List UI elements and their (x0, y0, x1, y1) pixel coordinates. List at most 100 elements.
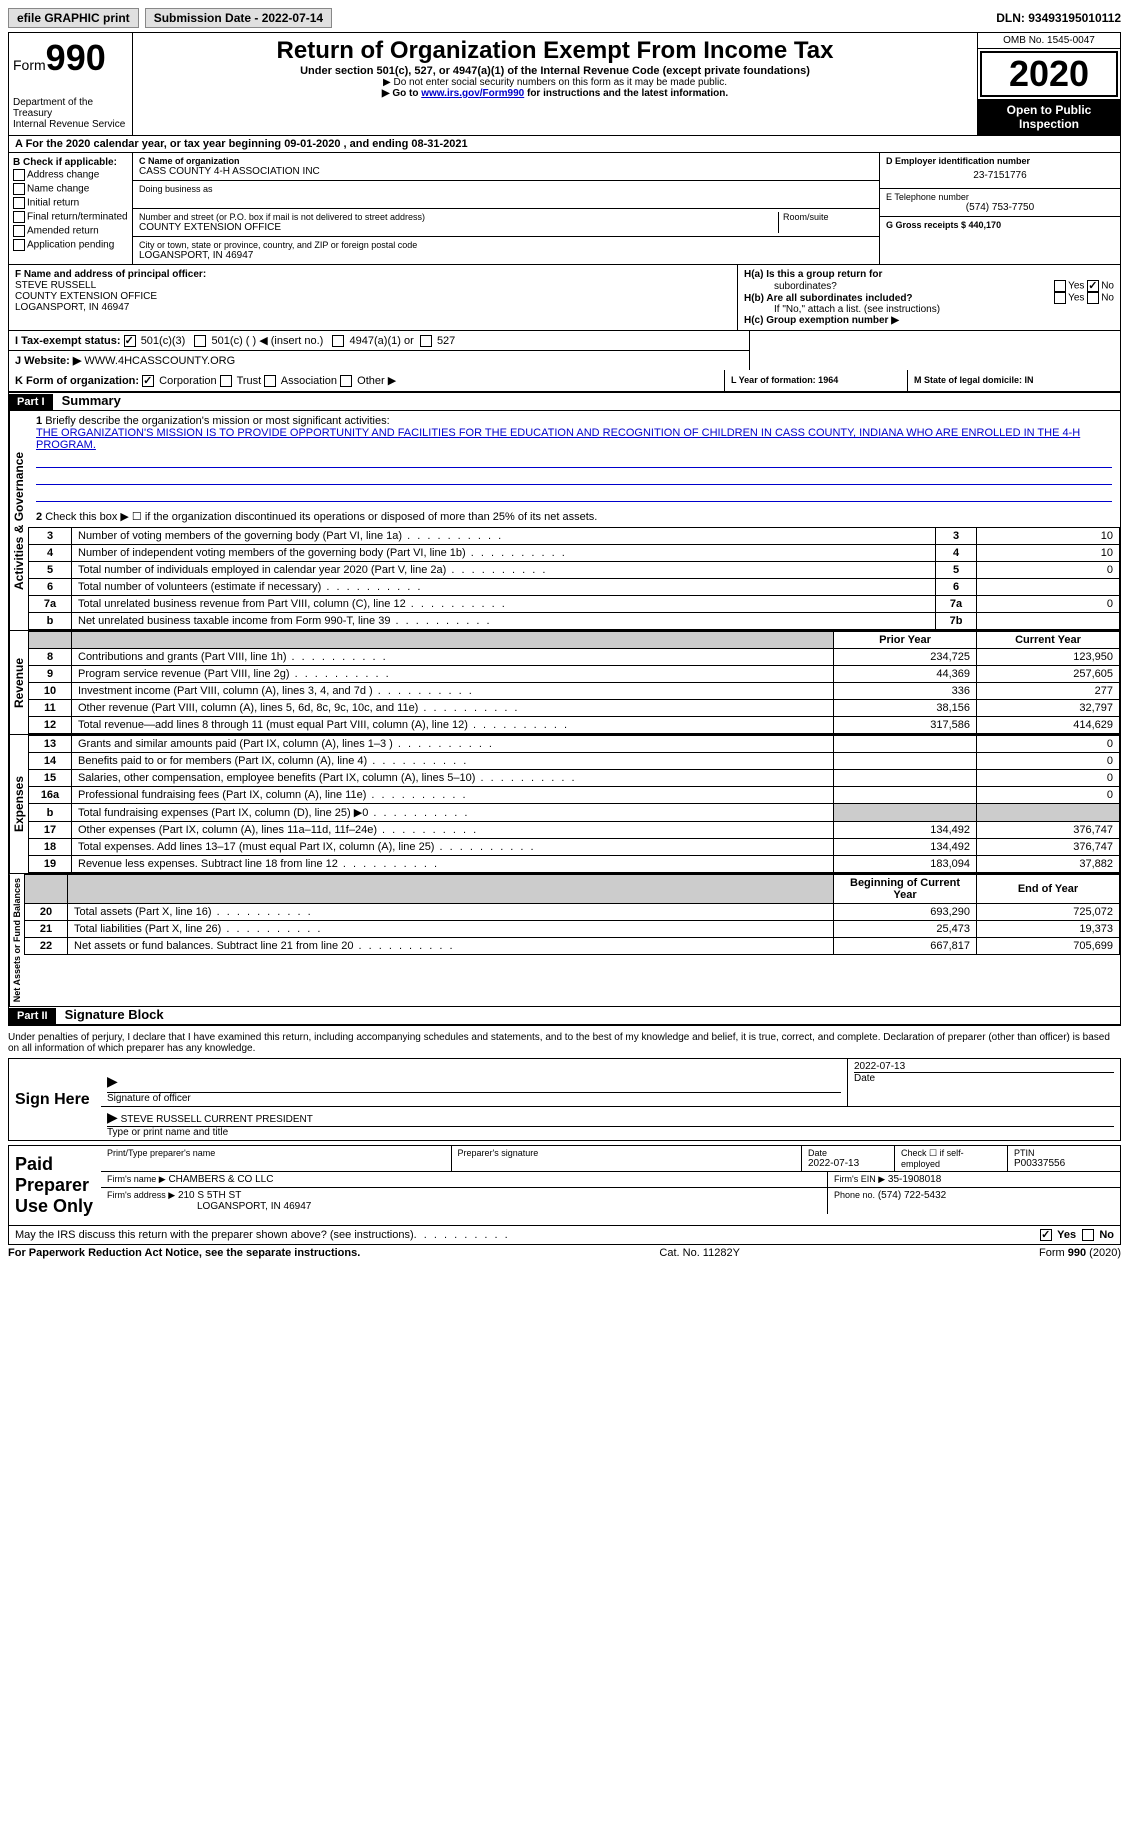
phone: (574) 753-7750 (886, 202, 1114, 213)
prior-year-val (834, 753, 977, 770)
col-header: Current Year (977, 632, 1120, 649)
row-num: 4 (29, 545, 72, 562)
current-year-val: 0 (977, 736, 1120, 753)
cb-other[interactable] (340, 375, 352, 387)
open-public-badge: Open to Public Inspection (978, 99, 1120, 135)
expenses-block: Expenses 13 Grants and similar amounts p… (9, 734, 1120, 873)
prior-year-val: 38,156 (834, 700, 977, 717)
arrow-icon: ▶ (107, 1073, 118, 1089)
cb-ha-yes[interactable] (1054, 280, 1066, 292)
addr-label: Number and street (or P.O. box if mail i… (139, 212, 778, 222)
ha-sub: subordinates? (744, 281, 837, 292)
form-title: Return of Organization Exempt From Incom… (139, 37, 971, 65)
hb-note: If "No," attach a list. (see instruction… (744, 304, 1114, 315)
row-desc: Total number of individuals employed in … (72, 562, 936, 579)
cb-trust[interactable] (220, 375, 232, 387)
cb-501c[interactable] (194, 335, 206, 347)
cb-hb-yes[interactable] (1054, 292, 1066, 304)
prior-year-val: 25,473 (834, 921, 977, 938)
cb-hb-no[interactable] (1087, 292, 1099, 304)
line-num: 7a (936, 596, 977, 613)
firm-addr-label: Firm's address ▶ (107, 1190, 175, 1200)
row-ij: I Tax-exempt status: 501(c)(3) 501(c) ( … (9, 331, 1120, 370)
prior-year-val (834, 787, 977, 804)
row-num: 9 (29, 666, 72, 683)
submission-date-button[interactable]: Submission Date - 2022-07-14 (145, 8, 332, 28)
row-num: 15 (29, 770, 72, 787)
cb-501c3[interactable] (124, 335, 136, 347)
sig-date-value: 2022-07-13 (854, 1061, 1114, 1072)
cb-address-change[interactable] (13, 169, 25, 181)
firm-phone: (574) 722-5432 (878, 1190, 946, 1201)
current-year-val: 376,747 (977, 822, 1120, 839)
discuss-label: May the IRS discuss this return with the… (15, 1229, 414, 1241)
top-bar: efile GRAPHIC print Submission Date - 20… (8, 8, 1121, 28)
row-desc: Salaries, other compensation, employee b… (72, 770, 834, 787)
header-right: OMB No. 1545-0047 2020 Open to Public In… (977, 33, 1120, 135)
part1-title: Summary (56, 393, 121, 408)
footer-row: For Paperwork Reduction Act Notice, see … (8, 1245, 1121, 1261)
blank-line (36, 487, 1112, 502)
row-num: 5 (29, 562, 72, 579)
form-container: Form990 Department of the Treasury Inter… (8, 32, 1121, 1026)
cb-4947[interactable] (332, 335, 344, 347)
cb-discuss-yes[interactable] (1040, 1229, 1052, 1241)
form-subtitle: Under section 501(c), 527, or 4947(a)(1)… (139, 65, 971, 77)
officer-name: STEVE RUSSELL (15, 280, 731, 291)
website: WWW.4HCASSCOUNTY.ORG (84, 355, 235, 367)
room-label: Room/suite (783, 212, 873, 222)
line-num: 5 (936, 562, 977, 579)
cb-corp[interactable] (142, 375, 154, 387)
row-num: b (29, 613, 72, 630)
period-row: A For the 2020 calendar year, or tax yea… (9, 136, 1120, 153)
irs-link[interactable]: www.irs.gov/Form990 (421, 88, 524, 99)
cb-ha-no[interactable] (1087, 280, 1099, 292)
cb-final-return[interactable] (13, 211, 25, 223)
officer-name-title: STEVE RUSSELL CURRENT PRESIDENT (121, 1114, 313, 1125)
row-value: 0 (977, 596, 1120, 613)
cb-discuss-no[interactable] (1082, 1229, 1094, 1241)
dba-label: Doing business as (139, 184, 873, 194)
prior-year-val (834, 736, 977, 753)
org-address: COUNTY EXTENSION OFFICE (139, 222, 778, 233)
form-number: 990 (46, 37, 106, 78)
irs-label: Internal Revenue Service (13, 119, 128, 130)
row-desc: Benefits paid to or for members (Part IX… (72, 753, 834, 770)
efile-button[interactable]: efile GRAPHIC print (8, 8, 139, 28)
current-year-val: 0 (977, 787, 1120, 804)
cb-assoc[interactable] (264, 375, 276, 387)
form-word: Form (13, 57, 46, 73)
row-desc: Total revenue—add lines 8 through 11 (mu… (72, 717, 834, 734)
current-year-val: 257,605 (977, 666, 1120, 683)
net-assets-table: Beginning of Current Year End of Year20 … (24, 874, 1120, 955)
sig-officer-label: Signature of officer (107, 1092, 841, 1104)
col-de: D Employer identification number 23-7151… (879, 153, 1120, 264)
prep-date-value: 2022-07-13 (808, 1158, 888, 1169)
q2-label: Check this box ▶ ☐ if the organization d… (45, 511, 597, 523)
note-link: ▶ Go to www.irs.gov/Form990 for instruct… (139, 88, 971, 99)
line-m: M State of legal domicile: IN (908, 370, 1120, 391)
ptin-label: PTIN (1014, 1148, 1114, 1158)
cb-amended[interactable] (13, 225, 25, 237)
c-name-label: C Name of organization (139, 156, 873, 166)
current-year-val: 123,950 (977, 649, 1120, 666)
q1-label: Briefly describe the organization's miss… (45, 415, 389, 427)
row-num: 12 (29, 717, 72, 734)
cb-application-pending[interactable] (13, 239, 25, 251)
d-label: D Employer identification number (886, 156, 1114, 166)
vert-expenses: Expenses (9, 735, 28, 873)
current-year-val: 725,072 (977, 904, 1120, 921)
cb-527[interactable] (420, 335, 432, 347)
pra-notice: For Paperwork Reduction Act Notice, see … (8, 1247, 360, 1259)
prep-sig-label: Preparer's signature (458, 1148, 796, 1158)
row-desc: Contributions and grants (Part VIII, lin… (72, 649, 834, 666)
cb-name-change[interactable] (13, 183, 25, 195)
current-year-val: 37,882 (977, 856, 1120, 873)
col-c: C Name of organization CASS COUNTY 4-H A… (133, 153, 879, 264)
col-h: H(a) Is this a group return for subordin… (738, 265, 1120, 330)
row-desc: Total number of volunteers (estimate if … (72, 579, 936, 596)
prior-year-val: 134,492 (834, 839, 977, 856)
firm-ein-label: Firm's EIN ▶ (834, 1174, 885, 1184)
cb-initial-return[interactable] (13, 197, 25, 209)
g-label: G Gross receipts $ 440,170 (886, 220, 1114, 230)
